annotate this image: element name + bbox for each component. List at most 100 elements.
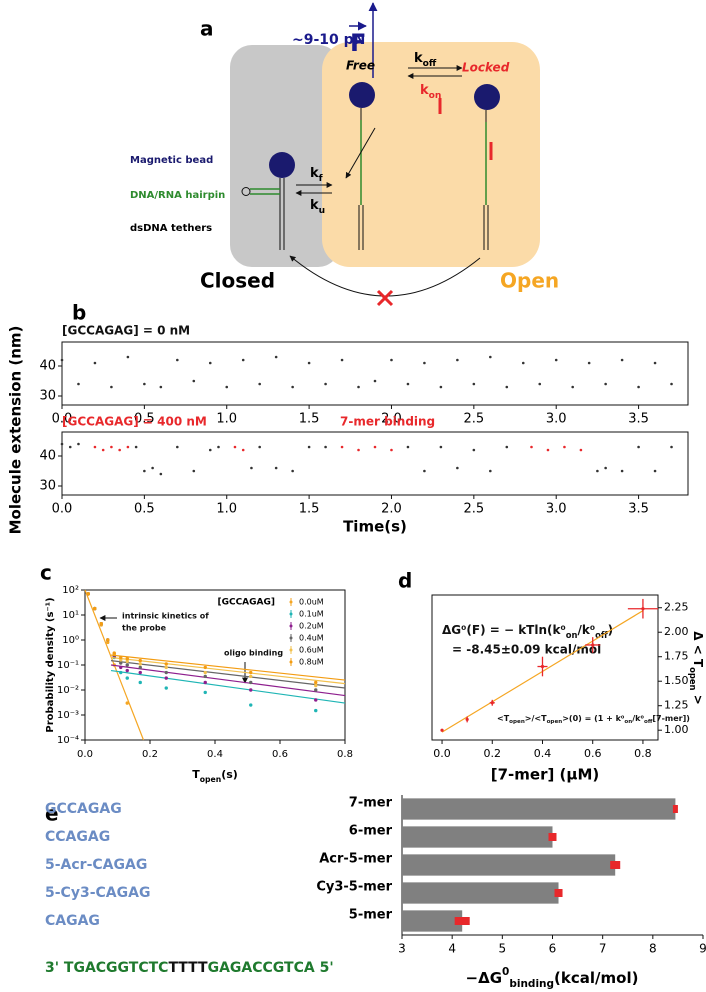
bar — [402, 910, 463, 932]
point — [571, 385, 574, 389]
point — [472, 448, 476, 452]
point — [233, 445, 237, 449]
legend-label: 0.8uM — [299, 658, 324, 667]
sequence-part: GAGACCGTCA 5' — [208, 960, 334, 976]
x-tick-label: 8 — [649, 942, 657, 956]
y-tick-label: 40 — [39, 359, 56, 374]
point — [60, 442, 64, 446]
point — [249, 674, 253, 679]
x-tick-label: 3.5 — [628, 412, 649, 427]
point — [324, 382, 327, 386]
point — [587, 361, 591, 365]
point — [68, 445, 72, 449]
point — [653, 361, 657, 365]
k-f: kf — [310, 166, 324, 184]
x-axis-label: Topen(s) — [192, 768, 238, 784]
legend-swatch — [289, 648, 293, 652]
point — [620, 469, 624, 473]
point — [126, 355, 130, 359]
point — [258, 445, 261, 449]
x-tick-label: 6 — [549, 942, 557, 956]
x-axis-label: −ΔG0binding(kcal/mol) — [466, 966, 639, 990]
panel-label: e — [45, 802, 59, 826]
point — [119, 670, 123, 675]
y-tick-label: 40 — [39, 449, 56, 464]
point — [125, 656, 129, 661]
point — [670, 445, 673, 449]
point — [604, 466, 607, 470]
x-tick-label: 2.0 — [381, 412, 402, 427]
force-label: ~9-10 pN — [292, 32, 365, 48]
panel-label: c — [40, 561, 52, 585]
k-off: koff — [414, 51, 437, 69]
point — [554, 358, 558, 362]
point — [505, 385, 509, 389]
x-tick-label: 7 — [599, 942, 607, 956]
point — [521, 361, 525, 365]
x-tick-label: 3.5 — [628, 502, 649, 517]
x-axis-label: [7-mer] (μM) — [491, 766, 599, 784]
point — [125, 668, 129, 673]
y-axis-label: Δ < Topen > — [689, 631, 706, 705]
text-part: <T — [497, 714, 510, 723]
point — [324, 445, 327, 449]
text-part: open — [547, 719, 563, 725]
x-tick-label: 0.0 — [77, 749, 93, 760]
bead — [269, 152, 295, 178]
point — [138, 662, 142, 666]
point — [143, 382, 146, 386]
point — [490, 701, 494, 705]
x-tick-label: 0.2 — [142, 749, 158, 760]
closed-label: Closed — [200, 269, 275, 293]
y-tick-label: 2.25 — [664, 601, 689, 614]
point — [357, 385, 360, 389]
x-tick-label: 3.0 — [546, 412, 567, 427]
point — [373, 445, 377, 449]
x-tick-label: 0.8 — [634, 747, 652, 760]
text-part: (kcal/mol) — [554, 969, 638, 987]
text-part: Δ < T — [692, 631, 706, 668]
legend-label: 0.2uM — [299, 622, 324, 631]
text-part: off — [595, 630, 608, 640]
plot-frame — [431, 594, 659, 741]
text-part: (s) — [221, 768, 238, 781]
annotation: ΔG⁰(F) = − kTln(k⁰on/k⁰off) — [442, 623, 613, 640]
point — [423, 361, 426, 365]
point — [110, 445, 113, 449]
x-tick-label: 1.5 — [299, 412, 320, 427]
text-part: open — [689, 667, 699, 690]
text-part: open — [200, 775, 221, 784]
y-tick-label: 30 — [39, 479, 56, 494]
point — [423, 469, 426, 473]
x-axis-label: Time(s) — [343, 518, 407, 536]
point — [456, 466, 459, 470]
point — [138, 680, 142, 685]
point — [93, 606, 97, 611]
point — [118, 448, 121, 452]
x-tick-label: 0.4 — [534, 747, 552, 760]
fit-line — [110, 669, 346, 704]
point — [249, 688, 253, 692]
point — [101, 448, 105, 452]
text-part: k — [310, 198, 319, 213]
point — [314, 683, 318, 688]
point — [439, 385, 443, 389]
legend-swatch — [289, 600, 293, 604]
point — [138, 670, 142, 675]
text-part: −ΔG — [466, 969, 503, 987]
text-part: >/<T — [525, 714, 547, 723]
plot-frame — [61, 431, 689, 496]
sequence-part: TTTT — [168, 960, 208, 976]
point — [164, 662, 168, 666]
annotation: the probe — [122, 624, 167, 633]
point — [274, 355, 278, 359]
y-tick-label: 10² — [62, 585, 79, 596]
fit-line — [110, 656, 346, 685]
point — [456, 358, 459, 362]
sequence-label: 5-Cy3-CAGAG — [45, 885, 150, 901]
x-tick-label: 4 — [448, 942, 456, 956]
point — [406, 445, 410, 449]
point — [604, 382, 607, 386]
y-tick-label: 30 — [39, 389, 56, 404]
